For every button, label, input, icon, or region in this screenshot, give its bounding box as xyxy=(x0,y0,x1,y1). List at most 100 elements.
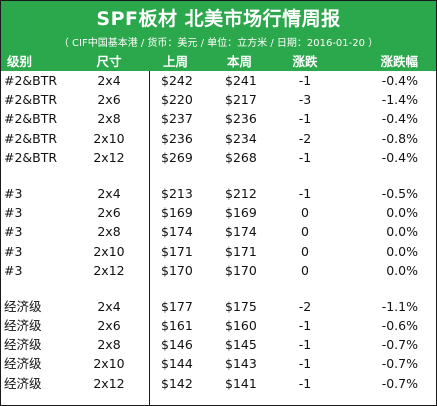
this-week-cell: $217 xyxy=(225,92,257,108)
change-cell: -1 xyxy=(298,356,312,372)
grade-cell: #3 xyxy=(4,185,23,201)
grade-cell: #3 xyxy=(4,243,23,259)
size-cell: 2x10 xyxy=(93,243,125,259)
change-pct-cell: -0.7% xyxy=(381,356,418,372)
size-cell: 2x8 xyxy=(97,224,121,240)
this-week-cell: $143 xyxy=(225,356,257,372)
change-cell: -2 xyxy=(298,298,312,314)
this-week-cell: $212 xyxy=(225,185,257,201)
change-cell: -1 xyxy=(298,337,312,353)
change-cell: -1 xyxy=(298,149,312,165)
change-cell: -1 xyxy=(298,375,312,391)
change-pct-cell: 0.0% xyxy=(386,205,418,221)
change-cell: -1 xyxy=(298,73,312,88)
last-week-cell: $269 xyxy=(161,149,193,165)
report-title: SPF板材 北美市场行情周报 xyxy=(96,8,341,30)
change-cell: 0 xyxy=(301,224,309,240)
report-subtitle: （ CIF中国基本港 / 货币：美元 / 单位：立方米 / 日期：2016-01… xyxy=(58,38,379,49)
table-row: 经济级 2x4 $177 $175 -2 -1.1% xyxy=(1,297,436,316)
size-cell: 2x10 xyxy=(93,356,125,372)
last-week-cell: $169 xyxy=(161,205,193,221)
change-pct-cell: -0.4% xyxy=(381,149,418,165)
size-cell: 2x4 xyxy=(97,298,121,314)
size-cell: 2x6 xyxy=(97,92,121,108)
table-row: #3 2x10 $171 $171 0 0.0% xyxy=(1,242,436,261)
grade-cell: 经济级 xyxy=(4,337,42,353)
column-header-change-pct: 涨跌幅 xyxy=(380,54,418,69)
table-row: #2&BTR 2x12 $269 $268 -1 -0.4% xyxy=(1,148,436,167)
change-cell: 0 xyxy=(301,262,309,278)
column-header-grade: 级别 xyxy=(7,54,33,69)
change-pct-cell: 0.0% xyxy=(386,262,418,278)
this-week-cell: $160 xyxy=(225,318,257,334)
this-week-cell: $241 xyxy=(225,73,257,88)
size-cell: 2x8 xyxy=(97,337,121,353)
last-week-cell: $177 xyxy=(161,298,193,314)
this-week-cell: $175 xyxy=(225,298,257,314)
grade-cell: 经济级 xyxy=(4,298,42,314)
change-pct-cell: -0.6% xyxy=(381,318,418,334)
change-cell: -1 xyxy=(298,185,312,201)
change-pct-cell: -0.7% xyxy=(381,337,418,353)
grade-cell: #2&BTR xyxy=(4,92,58,108)
this-week-cell: $236 xyxy=(225,111,257,127)
grade-cell: #3 xyxy=(4,224,23,240)
change-cell: -1 xyxy=(298,318,312,334)
table-row: #2&BTR 2x4 $242 $241 -1 -0.4% xyxy=(1,71,436,90)
change-pct-cell: -1.4% xyxy=(381,92,418,108)
size-cell: 2x10 xyxy=(93,130,125,146)
last-week-cell: $213 xyxy=(161,185,193,201)
grade-cell: 经济级 xyxy=(4,375,42,391)
table-body: #2&BTR 2x4 $242 $241 -1 -0.4% #2&BTR 2x6 $220 $21… xyxy=(1,71,436,393)
change-cell: 0 xyxy=(301,243,309,259)
change-pct-cell: -0.4% xyxy=(381,73,418,88)
this-week-cell: $171 xyxy=(225,243,257,259)
this-week-cell: $145 xyxy=(225,337,257,353)
change-cell: -3 xyxy=(298,92,312,108)
column-header-this-week: 本周 xyxy=(227,54,253,69)
this-week-cell: $268 xyxy=(225,149,257,165)
group-spacer xyxy=(1,167,436,184)
last-week-cell: $174 xyxy=(161,224,193,240)
column-header-change: 涨跌 xyxy=(292,54,318,69)
table-row: 经济级 2x6 $161 $160 -1 -0.6% xyxy=(1,316,436,335)
last-week-cell: $144 xyxy=(161,356,193,372)
last-week-cell: $236 xyxy=(161,130,193,146)
column-divider xyxy=(149,71,150,405)
column-header-size: 尺寸 xyxy=(96,54,122,69)
this-week-cell: $234 xyxy=(225,130,257,146)
change-pct-cell: -0.8% xyxy=(381,130,418,146)
grade-cell: #3 xyxy=(4,262,23,278)
table-row: #3 2x8 $174 $174 0 0.0% xyxy=(1,222,436,241)
last-week-cell: $170 xyxy=(161,262,193,278)
table-row: #2&BTR 2x6 $220 $217 -3 -1.4% xyxy=(1,90,436,109)
grade-cell: #2&BTR xyxy=(4,73,58,88)
report-header: SPF板材 北美市场行情周报 （ CIF中国基本港 / 货币：美元 / 单位：立… xyxy=(1,1,436,53)
size-cell: 2x12 xyxy=(93,375,125,391)
size-cell: 2x4 xyxy=(97,185,121,201)
change-cell: 0 xyxy=(301,205,309,221)
size-cell: 2x12 xyxy=(93,262,125,278)
change-pct-cell: 0.0% xyxy=(386,243,418,259)
grade-cell: 经济级 xyxy=(4,356,42,372)
size-cell: 2x6 xyxy=(97,205,121,221)
size-cell: 2x12 xyxy=(93,149,125,165)
this-week-cell: $170 xyxy=(225,262,257,278)
table-row: 经济级 2x10 $144 $143 -1 -0.7% xyxy=(1,354,436,373)
table-row: #3 2x6 $169 $169 0 0.0% xyxy=(1,203,436,222)
grade-cell: #2&BTR xyxy=(4,111,58,127)
grade-cell: #2&BTR xyxy=(4,149,58,165)
table-row: #3 2x4 $213 $212 -1 -0.5% xyxy=(1,184,436,203)
size-cell: 2x4 xyxy=(97,73,121,88)
table-row: #2&BTR 2x10 $236 $234 -2 -0.8% xyxy=(1,129,436,148)
change-pct-cell: -1.1% xyxy=(381,298,418,314)
last-week-cell: $146 xyxy=(161,337,193,353)
this-week-cell: $174 xyxy=(225,224,257,240)
change-pct-cell: -0.4% xyxy=(381,111,418,127)
last-week-cell: $220 xyxy=(161,92,193,108)
size-cell: 2x8 xyxy=(97,111,121,127)
last-week-cell: $237 xyxy=(161,111,193,127)
last-week-cell: $161 xyxy=(161,318,193,334)
table-row: 经济级 2x8 $146 $145 -1 -0.7% xyxy=(1,335,436,354)
